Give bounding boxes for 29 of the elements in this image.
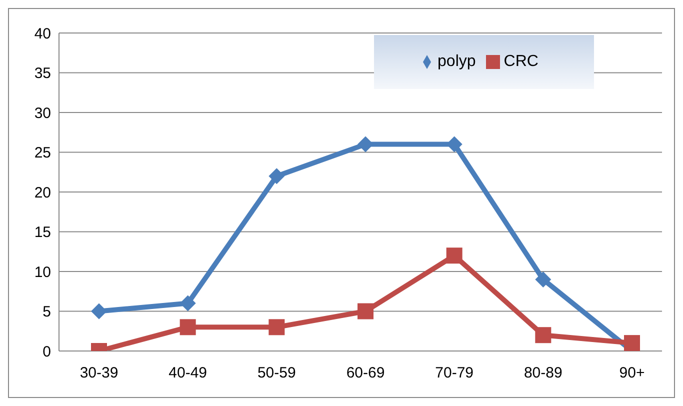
y-tick-label: 20 (34, 184, 51, 202)
x-tick-label: 50-59 (257, 364, 296, 382)
point (180, 295, 196, 312)
x-tick-label: 40-49 (168, 364, 208, 382)
x-tick-label: 30-39 (80, 364, 118, 382)
legend-label: CRC (504, 53, 538, 70)
point (535, 271, 552, 288)
y-tick-label: 30 (34, 104, 51, 122)
legend-label: polyp (438, 53, 476, 70)
x-tick-label: 70-79 (435, 364, 474, 382)
point (624, 335, 640, 351)
point (268, 319, 285, 336)
x-tick-label: 60-69 (346, 364, 385, 382)
y-tick-label: 0 (42, 343, 51, 360)
y-tick-label: 40 (34, 25, 51, 42)
y-tick-label: 5 (42, 304, 51, 321)
y-tick-label: 15 (34, 224, 51, 242)
point (535, 327, 552, 344)
point (358, 136, 374, 152)
point (180, 319, 196, 336)
y-tick-label: 10 (34, 264, 51, 281)
x-tick-label: 90+ (619, 364, 645, 382)
point (358, 303, 374, 320)
x-tick-label: 80-89 (524, 364, 562, 382)
point (446, 248, 462, 264)
y-tick-label: 35 (34, 65, 51, 82)
point (91, 303, 107, 320)
y-tick-label: 25 (34, 144, 51, 162)
point (268, 168, 285, 184)
